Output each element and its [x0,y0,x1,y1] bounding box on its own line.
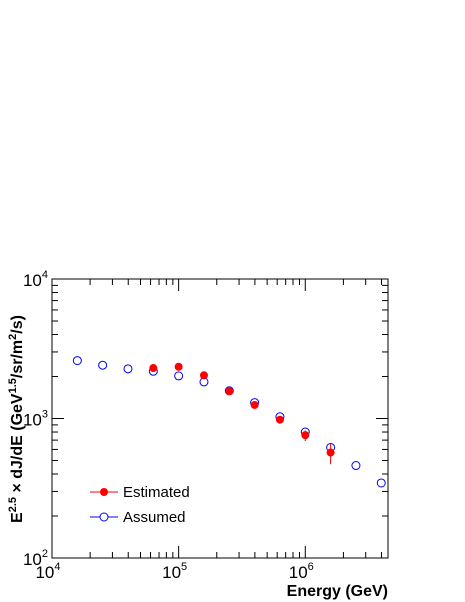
marker-estimated [174,362,183,371]
marker-assumed [123,364,133,374]
marker-estimated [199,371,208,380]
legend-label-estimated: Estimated [123,484,190,501]
x-axis-title: Energy (GeV) [287,583,388,600]
marker-assumed [98,360,108,370]
data-markers [72,356,386,488]
x-tick-label: 106 [289,561,314,582]
marker-estimated [250,400,259,409]
y-axis-title-unit-exp: 1.5 [7,378,19,393]
marker-assumed [72,356,82,366]
y-axis-title-after-unit: /sr/m [9,340,26,378]
x-tick-label: 104 [35,561,60,582]
marker-estimated [326,448,335,457]
y-tick-label: 104 [23,269,48,290]
y-axis-title-base-exp: 2.5 [7,497,19,512]
y-axis-title-middle: × dJ/dE (GeV [9,393,26,497]
legend: Estimated Assumed [90,484,190,526]
y-axis-title-base: E [9,512,26,523]
marker-assumed [351,461,361,471]
legend-label-assumed: Assumed [123,509,186,526]
marker-estimated [301,431,310,440]
legend-marker-estimated [100,488,108,496]
y-axis-title: E2.5 × dJ/dE (GeV1.5/sr/m2/s) [7,315,26,523]
x-tick-label: 105 [162,561,187,582]
legend-marker-assumed [99,512,109,522]
y-axis-title-sq: 2 [7,334,19,340]
y-tick-label: 103 [23,409,48,430]
marker-estimated [275,415,284,424]
axis-ticks [51,278,388,559]
marker-estimated [149,364,158,373]
y-tick-label: 102 [23,548,48,569]
marker-assumed [376,478,386,488]
marker-assumed [174,371,184,381]
y-tick-labels: 102 103 104 [23,269,48,569]
marker-estimated [225,387,234,396]
y-axis-title-tail: /s) [9,315,26,334]
x-tick-labels: 104 105 106 [35,561,313,582]
